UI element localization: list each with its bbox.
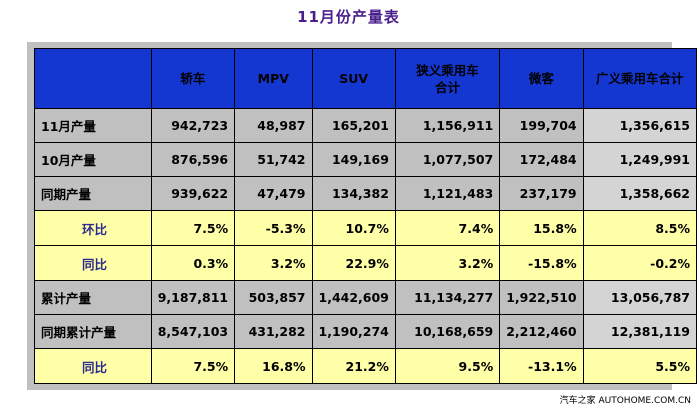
- table-cell: 13,056,787: [582, 280, 697, 315]
- table-cell: 8,547,103: [150, 314, 236, 349]
- table-cell: 1,121,483: [394, 176, 501, 211]
- column-header: 轿车: [150, 48, 236, 109]
- table-cell: 1,156,911: [394, 108, 501, 143]
- table-cell: 172,484: [499, 142, 584, 177]
- table-cell: 1,356,615: [582, 108, 697, 143]
- table-cell: 10.7%: [311, 210, 396, 246]
- table-cell: 3.2%: [234, 245, 313, 281]
- table-cell: 8.5%: [582, 210, 697, 246]
- value-row: 同期累计产量 8,547,103 431,282 1,190,274 10,168,65…: [34, 314, 697, 349]
- row-label: 同比: [34, 348, 152, 384]
- table-cell: 199,704: [499, 108, 584, 143]
- value-row: 11月产量 942,723 48,987 165,201 1,156,911 199,70…: [34, 108, 697, 143]
- header-row: 轿车 MPV SUV 狭义乘用车 合计 微客 广义乘用车合计: [34, 48, 697, 109]
- table-cell: 1,190,274: [311, 314, 396, 349]
- table-cell: 51,742: [234, 142, 313, 177]
- table-cell: 10,168,659: [394, 314, 501, 349]
- row-label: 10月产量: [34, 142, 152, 177]
- table-cell: 2,212,460: [499, 314, 584, 349]
- column-header: SUV: [311, 48, 396, 109]
- table-cell: 47,479: [234, 176, 313, 211]
- table-cell: 1,358,662: [582, 176, 697, 211]
- table-cell: 1,249,991: [582, 142, 697, 177]
- table-cell: 15.8%: [499, 210, 584, 246]
- column-header: 狭义乘用车 合计: [394, 48, 501, 109]
- row-label: 环比: [34, 210, 152, 246]
- table-cell: 5.5%: [582, 348, 697, 384]
- value-row: 同期产量 939,622 47,479 134,382 1,121,483 237,179…: [34, 176, 697, 211]
- table-cell: 11,134,277: [394, 280, 501, 315]
- table-cell: 149,169: [311, 142, 396, 177]
- ratio-row: 环比 7.5% -5.3% 10.7% 7.4% 15.8% 8.5%: [34, 210, 697, 246]
- page-title: 11月份产量表: [297, 8, 400, 26]
- row-label: 同期产量: [34, 176, 152, 211]
- table-cell: 0.3%: [150, 245, 236, 281]
- column-header: 广义乘用车合计: [582, 48, 697, 109]
- table-cell: 237,179: [499, 176, 584, 211]
- table-cell: 942,723: [150, 108, 236, 143]
- table-cell: 503,857: [234, 280, 313, 315]
- row-label: 同比: [34, 245, 152, 281]
- table-cell: 1,922,510: [499, 280, 584, 315]
- table-cell: 7.5%: [150, 210, 236, 246]
- table-cell: 3.2%: [394, 245, 501, 281]
- table-cell: 1,442,609: [311, 280, 396, 315]
- table-cell: 48,987: [234, 108, 313, 143]
- column-header-line: 合计: [435, 79, 461, 95]
- table-cell: 1,077,507: [394, 142, 501, 177]
- value-row: 10月产量 876,596 51,742 149,169 1,077,507 172,48…: [34, 142, 697, 177]
- table-cell: 12,381,119: [582, 314, 697, 349]
- row-label: 11月产量: [34, 108, 152, 143]
- table-cell: 16.8%: [234, 348, 313, 384]
- table-cell: 939,622: [150, 176, 236, 211]
- table-cell: -13.1%: [499, 348, 584, 384]
- production-table: 轿车 MPV SUV 狭义乘用车 合计 微客 广义乘用车合计 11月产量 942,723 48,…: [34, 48, 697, 384]
- table-cell: 22.9%: [311, 245, 396, 281]
- value-row: 累计产量 9,187,811 503,857 1,442,609 11,134,277 1…: [34, 280, 697, 315]
- table-cell: 134,382: [311, 176, 396, 211]
- table-body: 11月产量 942,723 48,987 165,201 1,156,911 199,70…: [34, 108, 697, 384]
- table-cell: 9,187,811: [150, 280, 236, 315]
- table-cell: 165,201: [311, 108, 396, 143]
- table-cell: 7.5%: [150, 348, 236, 384]
- table-cell: -0.2%: [582, 245, 697, 281]
- row-label: 累计产量: [34, 280, 152, 315]
- column-header: MPV: [234, 48, 313, 109]
- table-cell: 7.4%: [394, 210, 501, 246]
- table-cell: 9.5%: [394, 348, 501, 384]
- table-cell: 21.2%: [311, 348, 396, 384]
- table-cell: -5.3%: [234, 210, 313, 246]
- column-header-line: 狭义乘用车: [416, 62, 479, 78]
- table-cell: -15.8%: [499, 245, 584, 281]
- header-corner: [34, 48, 152, 109]
- ratio-row: 同比 7.5% 16.8% 21.2% 9.5% -13.1% 5.5%: [34, 348, 697, 384]
- watermark: 汽车之家 AUTOHOME.COM.CN: [559, 396, 691, 406]
- row-label: 同期累计产量: [34, 314, 152, 349]
- table-cell: 876,596: [150, 142, 236, 177]
- table-cell: 431,282: [234, 314, 313, 349]
- ratio-row: 同比 0.3% 3.2% 22.9% 3.2% -15.8% -0.2%: [34, 245, 697, 281]
- column-header: 微客: [499, 48, 584, 109]
